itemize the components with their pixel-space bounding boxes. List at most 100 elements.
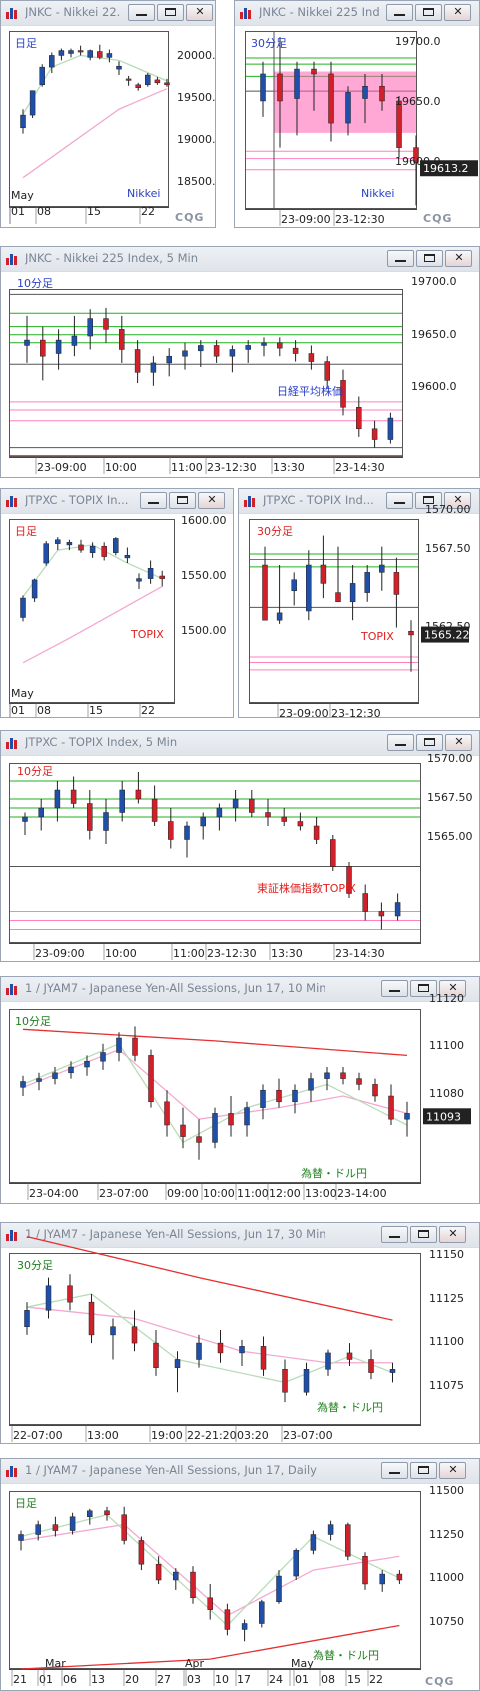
minimize-button[interactable] [387, 250, 414, 267]
maximize-button[interactable] [169, 492, 196, 509]
minimize-button[interactable] [387, 734, 414, 751]
maximize-button[interactable] [157, 4, 184, 21]
y-tick-label: 18500.0 [177, 175, 216, 188]
candle-body [335, 592, 341, 603]
x-tick-label: 21 [13, 1673, 27, 1686]
y-tick-label: 11000 [429, 1571, 464, 1584]
candle-body [87, 1510, 93, 1517]
title-bar[interactable]: 1 / JYAM7 - Japanese Yen-All Sessions, J… [1, 977, 479, 1001]
candle-body [66, 542, 73, 546]
close-button[interactable]: ✕ [198, 492, 225, 509]
minimize-icon [136, 8, 147, 16]
chart-plot-area[interactable] [9, 31, 169, 207]
title-bar[interactable]: JNKC - Nikkei 225 Index ✕ [235, 1, 479, 25]
y-tick-label: 11100 [429, 1335, 464, 1348]
candle-body [88, 1301, 95, 1336]
maximize-button[interactable] [416, 250, 443, 267]
candle-body [110, 1326, 116, 1336]
title-bar[interactable]: JNKC - Nikkei 22... ✕ [1, 1, 215, 25]
candle-body [308, 1078, 314, 1091]
maximize-button[interactable] [415, 492, 442, 509]
close-button[interactable]: ✕ [439, 980, 466, 997]
maximize-button[interactable] [416, 734, 443, 751]
x-tick-label: 22 [141, 704, 155, 717]
close-button[interactable]: ✕ [445, 734, 472, 751]
y-tick-label: 11125 [429, 1292, 464, 1305]
chart-watermark: Nikkei [127, 187, 160, 200]
y-tick-label: 11120 [429, 992, 464, 1005]
candle-body [116, 1037, 122, 1053]
maximize-button[interactable] [415, 4, 442, 21]
candle-body [325, 1352, 331, 1370]
candle-body [147, 567, 154, 579]
minimize-button[interactable] [128, 4, 155, 21]
candle-body [282, 1369, 288, 1393]
maximize-button[interactable] [410, 980, 437, 997]
candle-body [119, 789, 125, 813]
x-tick-label: 23-14:00 [337, 1187, 387, 1200]
candle-body [413, 147, 419, 163]
title-bar[interactable]: JNKC - Nikkei 225 Index, 5 Min ✕ [1, 247, 479, 271]
chart-plot-area[interactable] [249, 519, 419, 703]
minimize-icon [389, 1230, 400, 1238]
title-bar[interactable]: JTPXC - TOPIX Index, 5 Min ✕ [1, 731, 479, 755]
minimize-button[interactable] [140, 492, 167, 509]
timeframe-label: 30分足 [251, 37, 287, 50]
chart-watermark: 日経平均株価 [277, 384, 343, 398]
candle-body [159, 575, 165, 579]
candle-body [45, 1285, 52, 1311]
maximize-button[interactable] [410, 1462, 437, 1479]
y-tick-label: 1567.50 [425, 542, 471, 555]
chart-watermark: TOPIX [360, 630, 394, 643]
x-tick-label: 19:00 [151, 1429, 183, 1442]
candle-body [184, 825, 190, 840]
y-tick-label: 1570.00 [425, 503, 471, 516]
close-button[interactable]: ✕ [439, 1462, 466, 1479]
x-tick-label: 22-07:00 [13, 1429, 63, 1442]
close-button[interactable]: ✕ [439, 1226, 466, 1243]
title-bar[interactable]: 1 / JYAM7 - Japanese Yen-All Sessions, J… [1, 1223, 479, 1247]
timeframe-label: 日足 [15, 37, 37, 50]
close-icon: ✕ [448, 1463, 458, 1476]
title-bar[interactable]: JTPXC - TOPIX Ind... ✕ [239, 489, 479, 513]
x-tick-label: 15 [87, 205, 101, 218]
candle-body [216, 807, 223, 818]
close-button[interactable]: ✕ [444, 4, 471, 21]
candle-body [327, 1524, 334, 1535]
chart-watermark: 東証株価指数TOPIX [257, 881, 356, 895]
close-button[interactable]: ✕ [444, 492, 471, 509]
chart-plot-area[interactable] [9, 1491, 421, 1669]
chart-window-icon [6, 984, 17, 995]
maximize-button[interactable] [410, 1226, 437, 1243]
y-tick-label: 19600.0 [411, 380, 457, 393]
chart-window-icon [6, 8, 17, 19]
candle-body [55, 539, 61, 544]
close-button[interactable]: ✕ [445, 250, 472, 267]
candle-body [408, 630, 414, 636]
moving-average-line [20, 1624, 400, 1670]
candle-body [125, 78, 132, 81]
minimize-button[interactable] [381, 1462, 408, 1479]
minimize-button[interactable] [386, 492, 413, 509]
title-bar[interactable]: 1 / JYAM7 - Japanese Yen-All Sessions, J… [1, 1459, 479, 1483]
candle-body [150, 362, 157, 373]
timeframe-label: 10分足 [17, 765, 53, 778]
chart-plot-area[interactable] [9, 763, 421, 943]
close-button[interactable]: ✕ [186, 4, 213, 21]
candle-body [151, 798, 158, 822]
minimize-button[interactable] [386, 4, 413, 21]
minimize-button[interactable] [381, 980, 408, 997]
chart-watermark: 為替・ドル円 [313, 1648, 379, 1662]
candle-body [328, 73, 334, 124]
title-bar[interactable]: JTPXC - TOPIX In... ✕ [1, 489, 233, 513]
candle-body [132, 1037, 138, 1056]
candle-body [229, 349, 236, 357]
candle-body [345, 1524, 351, 1557]
minimize-button[interactable] [381, 1226, 408, 1243]
candle-body [164, 82, 170, 86]
candle-body [104, 1510, 110, 1515]
x-tick-label: 15 [89, 704, 103, 717]
chart-plot-area[interactable] [9, 1009, 421, 1183]
last-price-label: 19613.2 [423, 162, 469, 175]
close-icon: ✕ [454, 251, 464, 264]
